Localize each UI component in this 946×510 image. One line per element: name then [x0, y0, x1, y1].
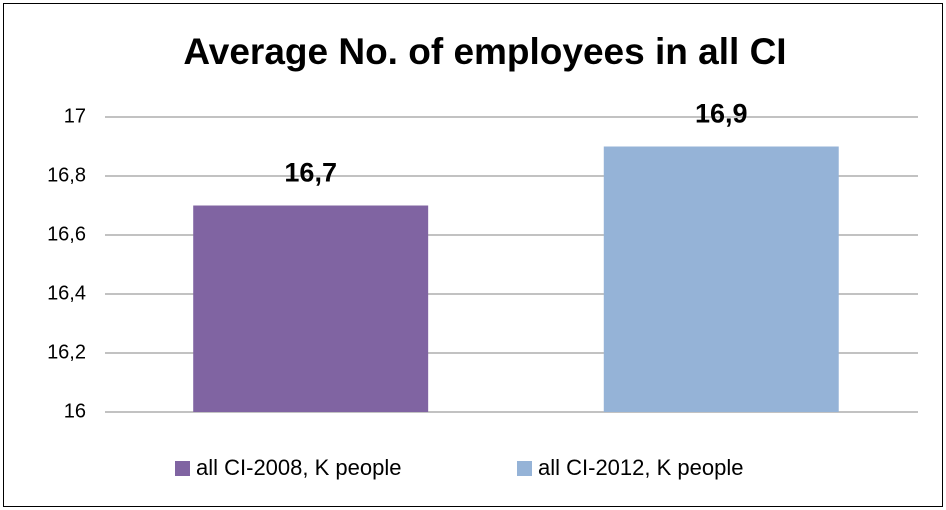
legend-swatch [175, 461, 190, 476]
chart-title: Average No. of employees in all CI [183, 31, 786, 72]
y-tick-label: 16,2 [47, 341, 86, 363]
bar [193, 205, 429, 412]
y-tick-label: 16,6 [47, 223, 86, 245]
data-label: 16,7 [284, 158, 337, 188]
legend-label: all CI-2008, K people [196, 455, 401, 480]
y-tick-label: 16,4 [47, 282, 86, 304]
bar [603, 146, 839, 412]
data-label: 16,9 [695, 99, 748, 129]
y-tick-label: 17 [64, 105, 86, 127]
y-tick-label: 16 [64, 400, 86, 422]
y-tick-label: 16,8 [47, 164, 86, 186]
legend-swatch [517, 461, 532, 476]
legend-label: all CI-2012, K people [538, 455, 743, 480]
